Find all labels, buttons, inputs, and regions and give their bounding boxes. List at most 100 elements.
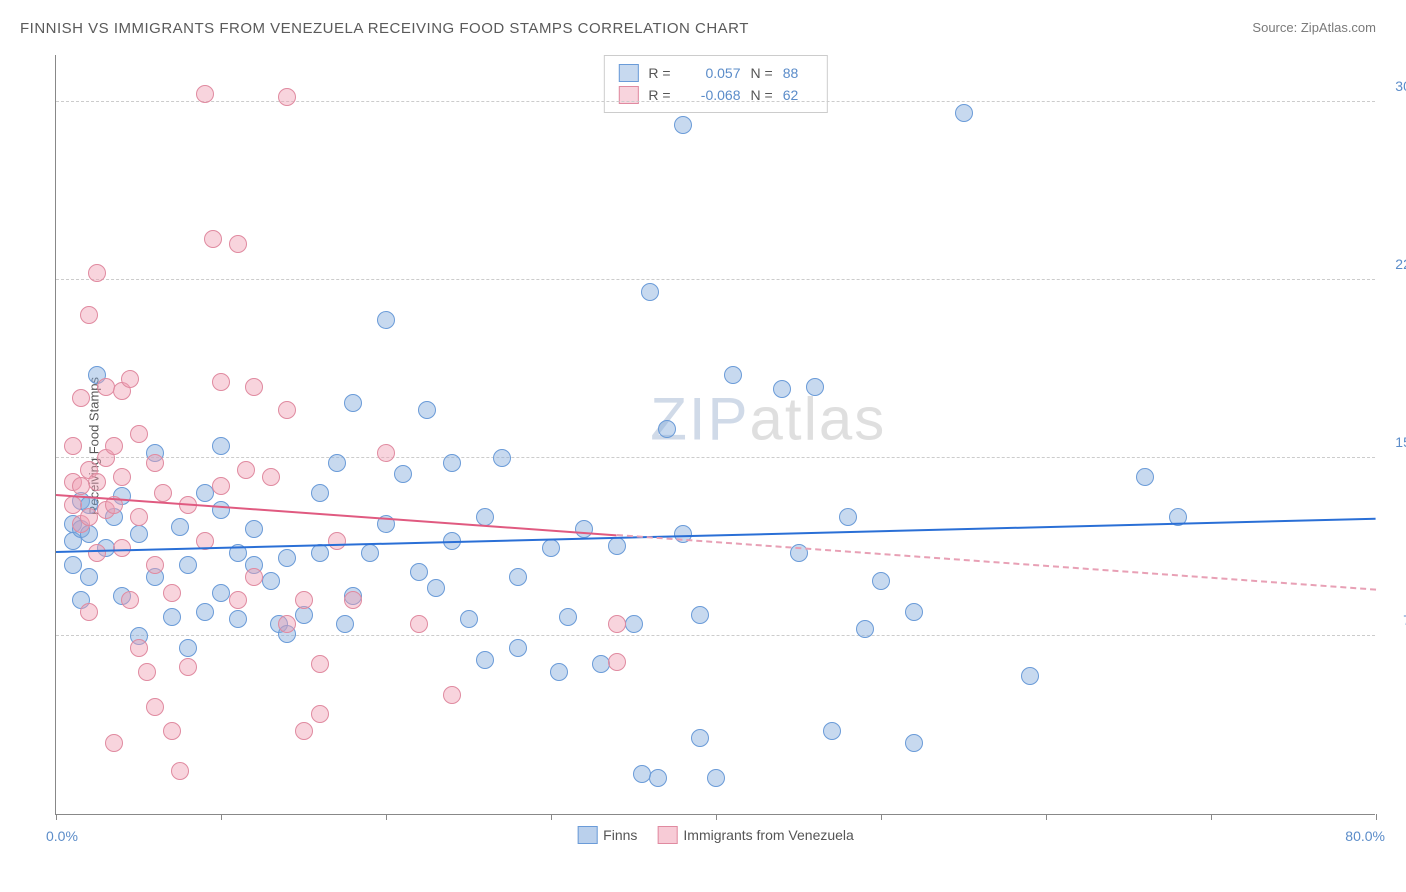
x-tick bbox=[221, 814, 222, 820]
data-point bbox=[196, 85, 214, 103]
data-point bbox=[88, 264, 106, 282]
data-point bbox=[196, 603, 214, 621]
y-tick-label: 22.5% bbox=[1395, 256, 1406, 272]
data-point bbox=[344, 591, 362, 609]
data-point bbox=[229, 235, 247, 253]
data-point bbox=[130, 639, 148, 657]
data-point bbox=[691, 729, 709, 747]
x-tick bbox=[56, 814, 57, 820]
source-value: ZipAtlas.com bbox=[1301, 20, 1376, 35]
legend-item: Finns bbox=[577, 826, 637, 844]
data-point bbox=[905, 734, 923, 752]
data-point bbox=[295, 722, 313, 740]
data-point bbox=[146, 556, 164, 574]
y-tick-label: 15.0% bbox=[1395, 434, 1406, 450]
data-point bbox=[64, 556, 82, 574]
x-tick bbox=[1376, 814, 1377, 820]
data-point bbox=[179, 639, 197, 657]
x-tick bbox=[551, 814, 552, 820]
data-point bbox=[163, 584, 181, 602]
data-point bbox=[592, 655, 610, 673]
data-point bbox=[410, 563, 428, 581]
gridline bbox=[56, 101, 1375, 102]
data-point bbox=[80, 306, 98, 324]
data-point bbox=[674, 116, 692, 134]
data-point bbox=[608, 537, 626, 555]
data-point bbox=[146, 454, 164, 472]
data-point bbox=[80, 603, 98, 621]
data-point bbox=[88, 544, 106, 562]
data-point bbox=[443, 454, 461, 472]
data-point bbox=[229, 591, 247, 609]
chart-title: FINNISH VS IMMIGRANTS FROM VENEZUELA REC… bbox=[20, 20, 749, 37]
x-tick bbox=[386, 814, 387, 820]
x-tick-label: 0.0% bbox=[46, 828, 78, 844]
data-point bbox=[460, 610, 478, 628]
data-point bbox=[550, 663, 568, 681]
data-point bbox=[121, 591, 139, 609]
data-point bbox=[344, 394, 362, 412]
data-point bbox=[328, 454, 346, 472]
data-point bbox=[394, 465, 412, 483]
data-point bbox=[105, 734, 123, 752]
data-point bbox=[476, 651, 494, 669]
x-tick bbox=[1211, 814, 1212, 820]
data-point bbox=[154, 484, 172, 502]
series-legend: Finns Immigrants from Venezuela bbox=[577, 826, 854, 844]
x-tick bbox=[881, 814, 882, 820]
data-point bbox=[377, 311, 395, 329]
x-tick-label: 80.0% bbox=[1345, 828, 1385, 844]
data-point bbox=[707, 769, 725, 787]
data-point bbox=[641, 283, 659, 301]
r-value: 0.057 bbox=[681, 65, 741, 81]
data-point bbox=[130, 525, 148, 543]
y-tick-label: 30.0% bbox=[1395, 78, 1406, 94]
data-point bbox=[80, 508, 98, 526]
data-point bbox=[278, 401, 296, 419]
data-point bbox=[575, 520, 593, 538]
data-point bbox=[171, 518, 189, 536]
data-point bbox=[724, 366, 742, 384]
source-attribution: Source: ZipAtlas.com bbox=[1252, 20, 1376, 35]
data-point bbox=[113, 468, 131, 486]
data-point bbox=[443, 686, 461, 704]
data-point bbox=[427, 579, 445, 597]
data-point bbox=[839, 508, 857, 526]
data-point bbox=[80, 568, 98, 586]
data-point bbox=[146, 698, 164, 716]
n-label: N = bbox=[751, 65, 773, 81]
legend-label: Immigrants from Venezuela bbox=[683, 827, 853, 843]
data-point bbox=[64, 496, 82, 514]
data-point bbox=[773, 380, 791, 398]
data-point bbox=[130, 425, 148, 443]
data-point bbox=[245, 520, 263, 538]
data-point bbox=[823, 722, 841, 740]
data-point bbox=[105, 437, 123, 455]
data-point bbox=[262, 572, 280, 590]
data-point bbox=[691, 606, 709, 624]
data-point bbox=[905, 603, 923, 621]
data-point bbox=[311, 484, 329, 502]
data-point bbox=[72, 389, 90, 407]
legend-row: R =0.057N =88 bbox=[618, 62, 812, 84]
data-point bbox=[262, 468, 280, 486]
x-tick bbox=[1046, 814, 1047, 820]
data-point bbox=[1021, 667, 1039, 685]
data-point bbox=[509, 639, 527, 657]
legend-label: Finns bbox=[603, 827, 637, 843]
legend-swatch bbox=[577, 826, 597, 844]
data-point bbox=[163, 608, 181, 626]
data-point bbox=[171, 762, 189, 780]
legend-swatch bbox=[618, 64, 638, 82]
data-point bbox=[245, 378, 263, 396]
gridline bbox=[56, 635, 1375, 636]
data-point bbox=[1136, 468, 1154, 486]
data-point bbox=[955, 104, 973, 122]
data-point bbox=[608, 653, 626, 671]
data-point bbox=[336, 615, 354, 633]
legend-row: R =-0.068N =62 bbox=[618, 84, 812, 106]
data-point bbox=[204, 230, 222, 248]
data-point bbox=[418, 401, 436, 419]
data-point bbox=[278, 615, 296, 633]
correlation-legend: R =0.057N =88R =-0.068N =62 bbox=[603, 55, 827, 113]
